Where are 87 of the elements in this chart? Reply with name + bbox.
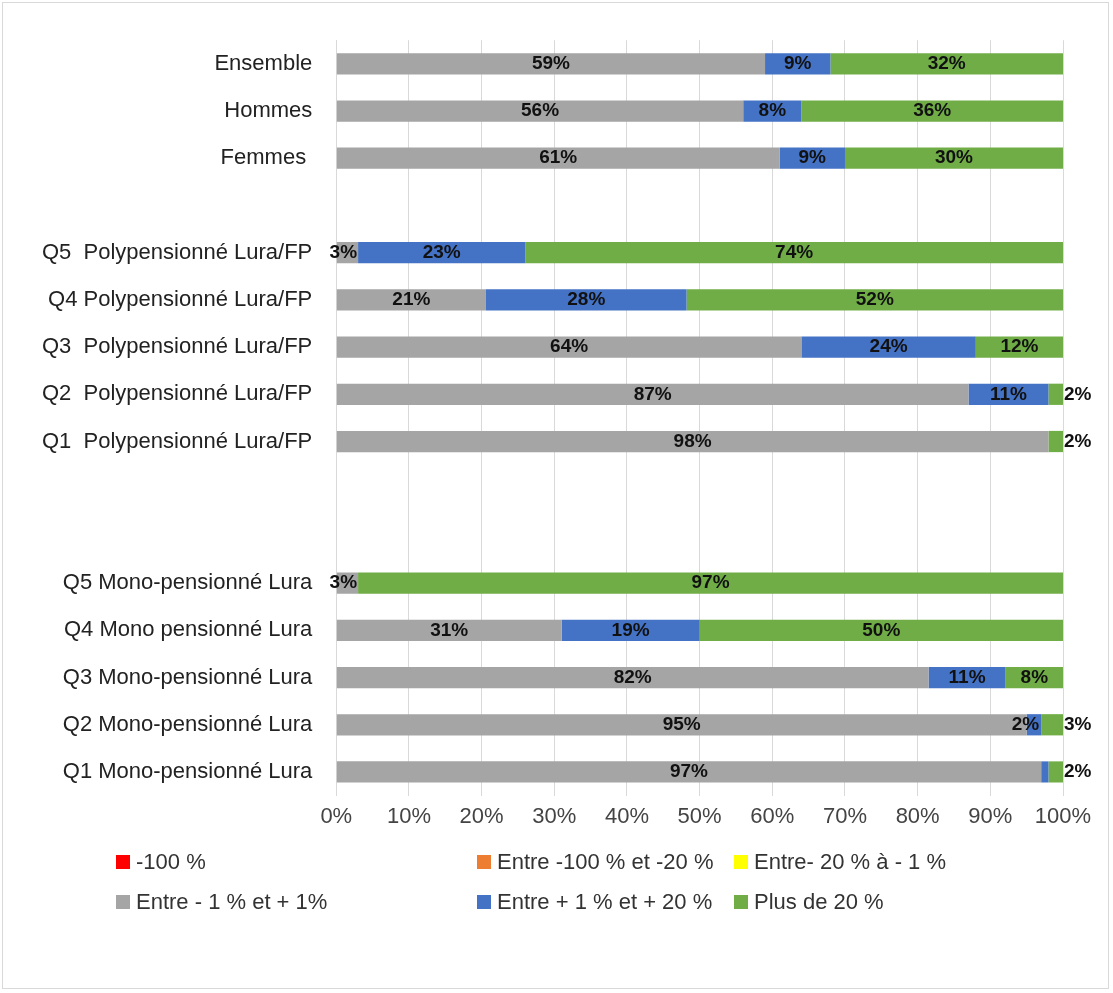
data-label: 36% [913,99,952,121]
data-label: 19% [611,618,650,640]
data-label: 87% [633,382,672,404]
legend-label: Entre- 20 % à - 1 % [754,849,946,875]
bar [1048,761,1063,783]
data-label: 59% [531,52,571,74]
data-label: 98% [673,429,712,451]
y-tick-label: Q5 Polypensionné Lura/FP [41,238,313,264]
data-label: 97% [669,760,709,782]
data-label: 28% [567,288,606,310]
y-tick-label: Q3 Polypensionné Lura/FP [41,333,313,359]
data-label: 2% [1064,382,1092,404]
bar [336,100,744,122]
x-tick-label: 50% [677,802,722,828]
data-label: 74% [775,240,814,262]
data-label: 32% [927,52,966,74]
bar [336,336,802,358]
bar [525,242,1063,264]
x-tick-label: 40% [604,802,649,828]
data-label: 23% [422,240,461,262]
bar [1048,383,1063,405]
bar [485,289,687,311]
legend-label: Entre -100 % et -20 % [497,849,714,875]
legend-label: -100 % [136,849,206,875]
data-label: 56% [520,99,560,121]
y-tick-label: Femmes [220,144,313,170]
y-tick-label: Q2 Mono-pensionné Lura [62,710,314,736]
data-label: 9% [784,52,812,74]
data-label: 52% [855,288,894,310]
y-tick-label: Q1 Polypensionné Lura/FP [41,427,313,453]
data-label: 30% [934,146,974,168]
data-label: 97% [691,571,730,593]
bar [358,242,526,264]
bar [1041,714,1063,736]
y-tick-label: Q3 Mono-pensionné Lura [62,663,314,689]
y-tick-label: Ensemble [214,49,313,75]
data-label: 64% [550,335,589,357]
x-tick-label: 90% [968,802,1013,828]
bar [336,619,562,641]
x-tick-label: 80% [895,802,940,828]
data-label: 11% [948,665,986,687]
data-label: 2% [1064,429,1092,451]
data-label: 31% [430,618,469,640]
data-label: 82% [613,665,652,687]
x-tick-label: 30% [532,802,577,828]
y-tick-label: Q5 Mono-pensionné Lura [62,569,314,595]
bar [336,383,969,405]
bar [686,289,1063,311]
data-label: 50% [862,618,901,640]
y-tick-label: Q1 Mono-pensionné Lura [62,758,314,784]
y-tick-label: Q4 Polypensionné Lura/FP [48,285,313,311]
data-label: 3% [1064,713,1092,735]
data-label: 8% [1020,665,1049,687]
bar [336,147,780,169]
bar [336,666,929,689]
data-label: 21% [392,288,431,310]
data-label: 8% [758,99,787,121]
data-label: 11% [990,382,1028,404]
x-tick-label: 10% [386,802,431,828]
legend-label: Entre + 1 % et + 20 % [497,889,713,915]
bar [830,53,1063,75]
x-tick-label: 70% [822,802,868,828]
bar [844,147,1063,169]
data-label: 2% [1064,760,1092,782]
x-tick-label: 20% [459,802,504,828]
data-label: 95% [662,713,701,735]
legend-label: Plus de 20 % [754,889,884,915]
bar [1041,761,1049,783]
bar [336,761,1042,783]
y-tick-label: Q2 Polypensionné Lura/FP [41,380,313,406]
bar [801,100,1063,122]
x-tick-label: 100% [1034,802,1092,828]
bar [801,336,976,358]
legend-label: Entre - 1 % et + 1% [136,889,328,915]
bar [336,53,766,75]
x-tick-label: 0% [320,802,353,828]
data-label: 61% [539,146,578,168]
bar [1048,430,1063,453]
bar [699,619,1063,641]
x-tick-label: 60% [750,802,795,828]
bar [358,572,1063,594]
data-label: 9% [798,146,827,168]
bar [336,430,1049,453]
data-label: 12% [1000,335,1039,357]
data-label: 24% [869,335,908,357]
y-tick-label: Hommes [224,97,313,123]
y-tick-label: Q4 Mono pensionné Lura [63,616,314,642]
